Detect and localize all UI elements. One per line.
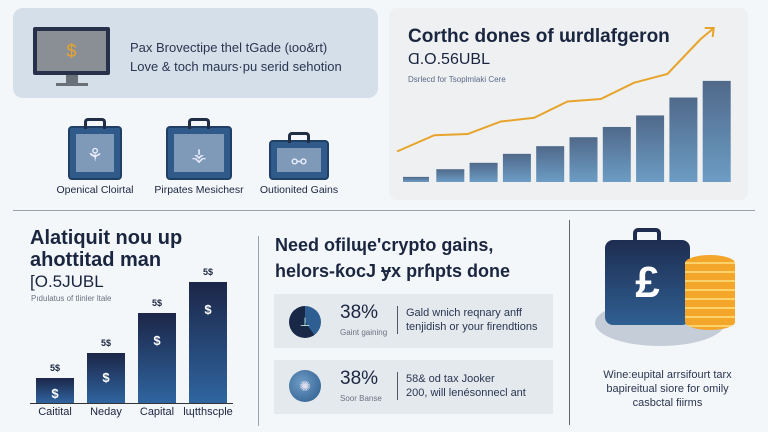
stat-percent: 38% <box>340 302 379 323</box>
globe-icon: ✺ <box>289 370 321 402</box>
intro-banner: $ Pax Brovectipe thel tGade (ɩoo&rt) Lov… <box>13 8 378 98</box>
monitor-base <box>56 83 88 86</box>
monitor-stand <box>66 75 78 83</box>
bar-category-label: Neday <box>90 406 122 418</box>
bar-category-label: Caitital <box>38 406 72 418</box>
growth-chart-panel: Corthc dones of ɯrdlafgeron Ɑ.O.56UBL Ds… <box>389 8 748 200</box>
chart-bar <box>502 153 531 182</box>
briefcase-icon: ⚶ <box>166 118 232 180</box>
chart-bar <box>469 162 498 182</box>
divider <box>13 210 755 211</box>
desc-line: casbctal fiirms <box>632 397 703 409</box>
bottom-chart-caption: Pıdulatus of tlinler ltale <box>31 294 112 303</box>
stat-percent: 38% <box>340 368 379 389</box>
chart-bar: $ <box>87 353 125 403</box>
bottom-chart-title-1: Alatiquit nou up <box>30 227 183 249</box>
bottom-chart-value: [O.5JUBL <box>30 272 104 291</box>
stat-text-1: Gald wnich reqnary anff <box>406 307 522 319</box>
chart-bar: $ <box>189 282 227 403</box>
stat-text-2: tenjidish or your firendtions <box>406 321 538 333</box>
stat-label: Soor Banse <box>340 394 382 403</box>
stat-card: ✺ 38% Soor Banse 58& od tax Jooker 200, … <box>274 360 553 414</box>
category-label: Outionited Gains <box>259 184 339 196</box>
stat-card: ⊥ 38% Gaint gaining Gald wnich reqnary a… <box>274 294 553 348</box>
stat-text-2: 200, will lenésonnecl ant <box>406 387 526 399</box>
chart-value: Ɑ.O.56UBL <box>408 51 490 68</box>
chart-baseline <box>30 403 233 404</box>
bar-category-label: lɰtthscple <box>183 406 233 418</box>
bottom-chart-title-2: ahottitad man <box>30 249 162 271</box>
chart-bar <box>702 80 731 182</box>
chart-bar <box>403 176 429 182</box>
chart-caption: Dsrlecd for Tsoplmlaki Cere <box>408 75 506 84</box>
bar-value-label: 5$ <box>49 362 60 373</box>
category-label: Openical Cloirtal <box>56 184 134 196</box>
bar-value-label: 5$ <box>202 267 213 277</box>
chart-bar: $ <box>36 377 74 403</box>
chart-bar: $ <box>138 313 176 403</box>
chart-bar <box>669 97 698 182</box>
middle-title-1: Need ofilɰe'crypto gains, <box>275 235 494 255</box>
stat-label: Gaint gaining <box>340 328 388 337</box>
chart-bar <box>636 115 665 182</box>
briefcase-icon: ⚯ <box>269 132 329 180</box>
desc-line: bapireitual siore for omily <box>606 383 729 395</box>
divider <box>569 220 570 425</box>
divider <box>258 236 259 426</box>
right-description: Wine:eupital arrsifourt tarx bapireitual… <box>580 368 755 410</box>
coin-stack-icon <box>685 255 735 330</box>
bar-category-label: Capital <box>139 406 175 418</box>
separator <box>397 306 398 334</box>
banner-line-1: Pax Brovectipe thel tGade (ɩoo&rt) <box>130 40 328 55</box>
category-label: Pirpates Mesichesr <box>154 184 244 196</box>
chart-bar <box>536 146 565 182</box>
chart-bar <box>602 126 631 182</box>
bar-value-label: 5$ <box>151 298 162 309</box>
middle-title-2: helors-ƙocJ ɏx prɦpts done <box>275 261 511 281</box>
trend-line <box>396 38 702 153</box>
chart-title: Corthc dones of ɯrdlafgeron <box>408 26 670 47</box>
separator <box>397 372 398 400</box>
chart-bar <box>436 169 465 182</box>
bar-value-label: 5$ <box>100 338 111 349</box>
stat-text-1: 58& od tax Jooker <box>406 373 495 385</box>
pie-chart-icon: ⊥ <box>289 306 321 338</box>
banner-line-2: Love & toch maurs·pu serid sehotion <box>130 59 342 74</box>
briefcase-icon: ⚘ <box>68 118 122 180</box>
pound-briefcase-icon: £ <box>605 240 690 325</box>
chart-bar <box>569 137 598 182</box>
monitor-dollar-icon: $ <box>33 27 110 75</box>
briefcase-handle <box>633 228 661 242</box>
arrow-up-icon <box>700 27 715 40</box>
growth-chart <box>396 27 731 182</box>
desc-line: Wine:eupital arrsifourt tarx <box>603 369 732 381</box>
capital-bar-chart: $5$ Caitital $5$ Neday $5$ Capital $5$ lɰtthscp… <box>0 0 258 432</box>
